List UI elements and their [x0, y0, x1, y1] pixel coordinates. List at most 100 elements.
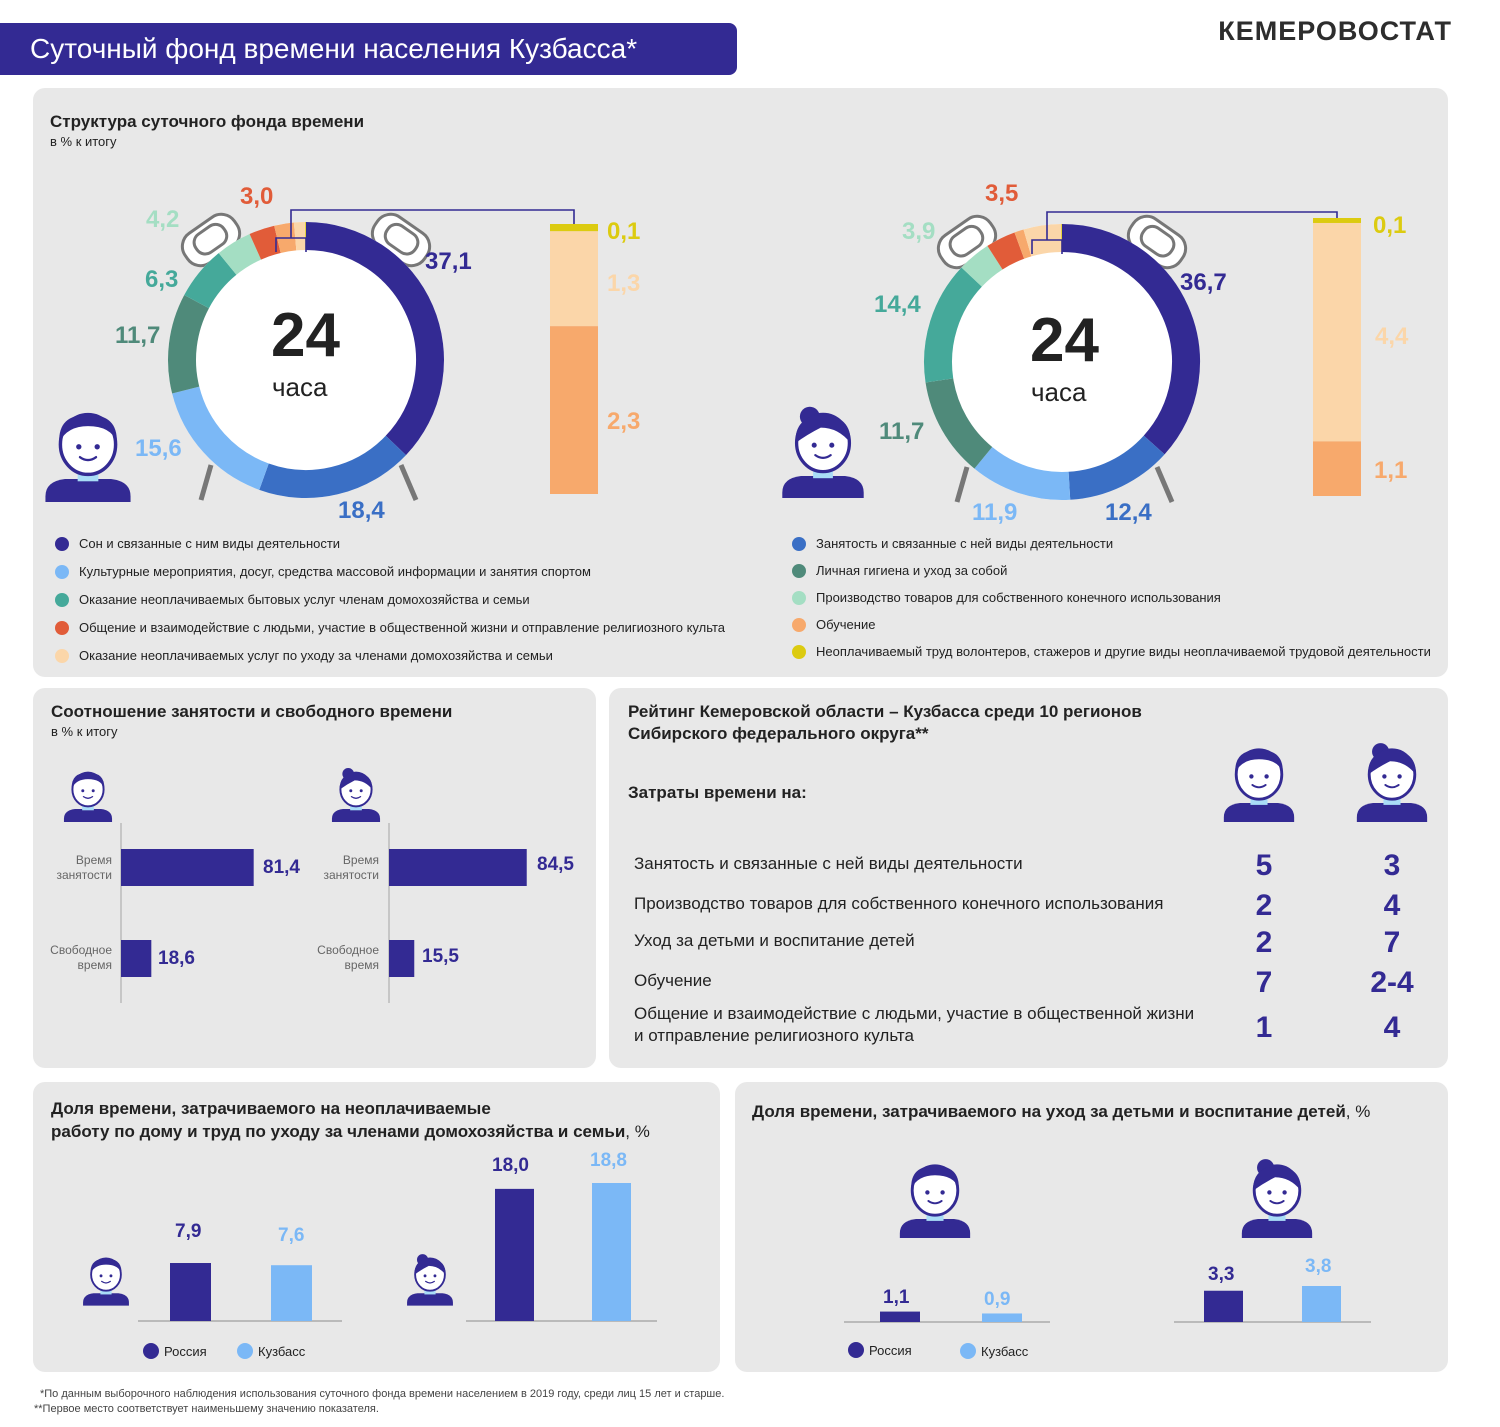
clock-bell: [1126, 214, 1188, 270]
rating-title-line1: Рейтинг Кемеровской области – Кузбасса с…: [628, 702, 1142, 721]
men-label-sleep: 37,1: [425, 248, 472, 275]
structure-subtitle: в % к итогу: [50, 134, 117, 149]
legend-dot: [792, 536, 806, 551]
legend-dot: [55, 536, 69, 551]
avatar-shoulders: [782, 476, 864, 498]
ring-segment-sleep: [1061, 224, 1200, 455]
avatar-shoulders: [331, 809, 381, 822]
avatar-smile: [927, 1200, 943, 1205]
avatar-shoulders: [899, 1219, 971, 1238]
structure-title: Структура суточного фонда времени: [50, 112, 365, 131]
ring-segment-communication: [987, 232, 1025, 270]
ratio-bar-free: [121, 940, 152, 977]
childcare-legend-russia: Россия: [848, 1342, 912, 1358]
men-label-study: 2,3: [607, 408, 641, 435]
bell-inner: [948, 224, 985, 258]
ratio-men-work-label: Время занятости: [56, 853, 112, 882]
childcare-title-text: Доля времени, затрачиваемого на уход за …: [752, 1102, 1346, 1121]
women-center-unit: часа: [1031, 377, 1087, 407]
side-bar-care: [550, 231, 598, 327]
childcare-women-kuzbass-bar: [1302, 1286, 1341, 1322]
side-bar-volunteer: [550, 224, 598, 232]
rating-men-rank: 1: [1255, 1011, 1273, 1044]
side-bar-care: [1313, 222, 1361, 442]
childcare-men-russia-bar: [880, 1311, 920, 1322]
legend-label: Неоплачиваемый труд волонтеров, стажеров…: [816, 644, 1431, 659]
side-bar-study: [550, 326, 598, 494]
avatar-hair: [90, 1258, 122, 1274]
avatar-eye: [433, 1274, 437, 1278]
avatar-shoulders: [1356, 803, 1428, 822]
legend-dot: [55, 592, 69, 607]
avatar-shoulders: [83, 1293, 129, 1306]
housework-unit: , %: [625, 1122, 650, 1141]
childcare-women-russia-value: 3,3: [1208, 1264, 1235, 1285]
avatar-eye: [925, 1190, 930, 1195]
ring-segment-communication: [249, 225, 281, 260]
rating-men-rank: 2: [1255, 889, 1273, 922]
ring-segment-culture: [974, 446, 1071, 500]
childcare-women-kuzbass-value: 3,8: [1305, 1256, 1332, 1277]
avatar-eye: [811, 442, 817, 448]
legend-dot: [792, 590, 806, 605]
women-label-volunteer: 0,1: [1373, 212, 1407, 239]
housework-title-line1: Доля времени, затрачиваемого на неоплачи…: [51, 1099, 491, 1118]
legend-item-study: Обучение: [792, 617, 875, 632]
ratio-women-work-label: Время занятости: [323, 853, 379, 882]
clock-face: [168, 222, 444, 498]
avatar-eye: [1282, 1190, 1287, 1195]
legend-dot: [55, 648, 69, 663]
rating-women-rank: 2-4: [1370, 966, 1414, 999]
avatar-eye: [91, 789, 95, 793]
avatar-eye: [1264, 774, 1269, 779]
ring-segment-production: [218, 234, 262, 276]
ring-segment-hygiene: [925, 377, 993, 469]
housework-men-kuzbass-bar: [271, 1265, 312, 1321]
avatar-eye: [349, 789, 353, 793]
legend-item-hygiene: Личная гигиена и уход за собой: [792, 563, 1007, 578]
avatar-eye: [940, 1190, 945, 1195]
rating-row-label: Общение и взаимодействие с людьми, участ…: [634, 1004, 1195, 1045]
side-bar-study: [1313, 441, 1361, 496]
housework-women-kuzbass-bar: [592, 1183, 631, 1321]
housework-legend-russia: Россия: [143, 1343, 207, 1359]
avatar-smile: [814, 454, 832, 459]
legend-label: Производство товаров для собственного ко…: [816, 590, 1221, 605]
avatar-eye: [1397, 774, 1402, 779]
legend-dot: [55, 564, 69, 579]
women-label-household: 14,4: [874, 291, 921, 318]
housework-men-russia-value: 7,9: [175, 1221, 202, 1242]
women-label-study: 1,1: [1374, 457, 1408, 484]
rating-row-label: Производство товаров для собственного ко…: [634, 894, 1164, 913]
ring-segment-employment: [259, 435, 406, 498]
housework-women-russia-value: 18,0: [492, 1155, 529, 1176]
ring-segment-household: [184, 253, 237, 309]
legend-label: Культурные мероприятия, досуг, средства …: [79, 564, 591, 579]
man-avatar: [1223, 748, 1295, 822]
ratio-subtitle: в % к итогу: [51, 724, 118, 739]
avatar-smile: [425, 1280, 435, 1284]
men-label-care: 1,3: [607, 270, 641, 297]
brand-logo: КЕМЕРОВОСТАТ: [1218, 16, 1452, 46]
childcare-chart: [844, 1159, 1371, 1323]
page-title: Суточный фонд времени населения Кузбасса…: [0, 23, 737, 75]
ratio-women-work-value: 84,5: [537, 854, 574, 875]
women-label-sleep: 36,7: [1180, 269, 1227, 296]
rating-row-label: Занятость и связанные с ней виды деятель…: [634, 854, 1023, 873]
avatar-smile: [78, 455, 98, 462]
legend-item-communication: Общение и взаимодействие с людьми, участ…: [55, 620, 725, 635]
clock-leg: [954, 466, 970, 503]
ring-segment-sleep: [305, 222, 444, 456]
kuzbass-dot: [960, 1343, 976, 1359]
avatar-eye: [99, 1274, 103, 1278]
women-label-employment: 12,4: [1105, 499, 1152, 526]
avatar-shoulders: [45, 479, 131, 502]
ratio-men-free-value: 18,6: [158, 948, 195, 969]
clock-bell: [936, 214, 998, 270]
ratio-title: Соотношение занятости и свободного време…: [51, 702, 453, 721]
legend-label: Оказание неоплачиваемых бытовых услуг чл…: [79, 592, 530, 607]
man-avatar: [45, 412, 131, 502]
housework-men-russia-bar: [170, 1263, 211, 1321]
rating-men-rank: 5: [1255, 849, 1273, 882]
ring-segment-production: [961, 245, 1003, 287]
